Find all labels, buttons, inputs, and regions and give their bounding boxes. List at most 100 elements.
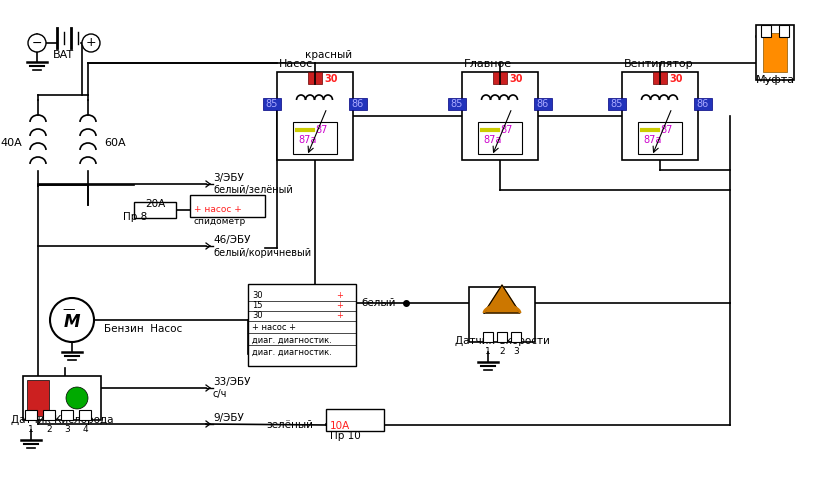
Text: 85: 85 bbox=[611, 99, 623, 109]
Text: Пр 8: Пр 8 bbox=[123, 212, 147, 222]
Text: 3/ЭБУ: 3/ЭБУ bbox=[213, 173, 244, 183]
Bar bbox=[308, 72, 322, 84]
Text: +: + bbox=[336, 301, 343, 311]
Text: 40A: 40A bbox=[0, 138, 22, 148]
Bar bbox=[493, 72, 507, 84]
Text: 2: 2 bbox=[46, 425, 52, 434]
Bar bbox=[27, 380, 49, 416]
Text: BAT: BAT bbox=[53, 50, 73, 60]
Text: 30: 30 bbox=[324, 74, 338, 84]
Text: 30: 30 bbox=[509, 74, 522, 84]
Text: +: + bbox=[336, 312, 343, 320]
Bar bbox=[134, 202, 176, 218]
Bar bbox=[190, 195, 265, 217]
Text: Муфта: Муфта bbox=[756, 75, 794, 85]
Text: Бензин  Насос: Бензин Насос bbox=[104, 324, 182, 334]
Text: 1: 1 bbox=[485, 347, 491, 356]
Text: 46/ЭБУ: 46/ЭБУ bbox=[213, 235, 250, 245]
Text: 4: 4 bbox=[82, 425, 88, 434]
Text: Вентилятор: Вентилятор bbox=[624, 59, 694, 69]
Text: 10А: 10А bbox=[330, 421, 350, 431]
Text: М: М bbox=[63, 313, 80, 331]
Text: спидометр: спидометр bbox=[194, 217, 246, 226]
Text: 1: 1 bbox=[763, 26, 769, 35]
Text: 3: 3 bbox=[64, 425, 70, 434]
Bar bbox=[79, 410, 91, 420]
Text: 3: 3 bbox=[513, 347, 519, 356]
Bar bbox=[622, 72, 698, 160]
Text: 30: 30 bbox=[669, 74, 682, 84]
Polygon shape bbox=[484, 285, 520, 313]
Text: Пр 10: Пр 10 bbox=[330, 431, 361, 441]
Text: 86: 86 bbox=[352, 99, 364, 109]
Text: +: + bbox=[336, 292, 343, 300]
Text: белый/зелёный: белый/зелёный bbox=[213, 185, 293, 195]
Bar bbox=[293, 122, 337, 154]
Text: —: — bbox=[63, 303, 75, 317]
Text: белый: белый bbox=[361, 298, 396, 308]
Text: с/ч: с/ч bbox=[213, 389, 227, 399]
Text: 1: 1 bbox=[28, 425, 34, 434]
Circle shape bbox=[82, 34, 100, 52]
Text: 87: 87 bbox=[500, 125, 513, 135]
Bar bbox=[326, 409, 384, 431]
Bar bbox=[25, 410, 37, 420]
Bar bbox=[277, 72, 353, 160]
Circle shape bbox=[50, 298, 94, 342]
Text: 86: 86 bbox=[537, 99, 549, 109]
Text: −: − bbox=[32, 36, 42, 49]
Text: + насос +: + насос + bbox=[194, 205, 241, 214]
Bar bbox=[248, 284, 356, 366]
Text: Датчик Кислорода: Датчик Кислорода bbox=[11, 415, 113, 425]
Text: 30: 30 bbox=[252, 292, 263, 300]
Text: 2: 2 bbox=[499, 347, 505, 356]
Text: 87a: 87a bbox=[644, 135, 662, 145]
Text: 20А: 20А bbox=[145, 199, 165, 209]
Bar bbox=[483, 332, 493, 342]
Bar bbox=[779, 25, 789, 37]
Bar bbox=[23, 376, 101, 420]
Bar bbox=[478, 122, 522, 154]
Text: + насос +: + насос + bbox=[252, 323, 296, 333]
Text: 85: 85 bbox=[451, 99, 463, 109]
Text: красный: красный bbox=[305, 50, 352, 60]
Text: 2: 2 bbox=[781, 26, 787, 35]
Text: 87: 87 bbox=[660, 125, 672, 135]
Bar bbox=[263, 98, 281, 110]
Bar bbox=[763, 33, 787, 72]
Text: 87a: 87a bbox=[299, 135, 317, 145]
Text: Насос: Насос bbox=[279, 59, 313, 69]
Bar bbox=[469, 287, 535, 342]
Bar bbox=[349, 98, 367, 110]
Bar bbox=[497, 332, 507, 342]
Circle shape bbox=[28, 34, 46, 52]
Bar bbox=[448, 98, 466, 110]
Text: 30: 30 bbox=[252, 312, 263, 320]
Text: Главное: Главное bbox=[464, 59, 513, 69]
Bar bbox=[61, 410, 73, 420]
Bar bbox=[761, 25, 771, 37]
Bar bbox=[653, 72, 667, 84]
Text: 87: 87 bbox=[315, 125, 327, 135]
Text: диаг. диагностик.: диаг. диагностик. bbox=[252, 347, 332, 357]
Bar bbox=[43, 410, 55, 420]
Text: 15: 15 bbox=[252, 301, 263, 311]
Bar bbox=[756, 25, 794, 80]
Text: +: + bbox=[86, 36, 96, 49]
Bar bbox=[694, 98, 712, 110]
Text: 85: 85 bbox=[266, 99, 279, 109]
Circle shape bbox=[66, 387, 88, 409]
Text: зелёный: зелёный bbox=[266, 420, 313, 430]
Text: 86: 86 bbox=[697, 99, 709, 109]
Bar bbox=[462, 72, 538, 160]
Bar bbox=[534, 98, 552, 110]
Text: Датчик Скорости: Датчик Скорости bbox=[455, 336, 550, 346]
Text: 33/ЭБУ: 33/ЭБУ bbox=[213, 377, 250, 387]
Text: белый/коричневый: белый/коричневый bbox=[213, 248, 311, 258]
Bar bbox=[511, 332, 521, 342]
Bar bbox=[638, 122, 682, 154]
Text: диаг. диагностик.: диаг. диагностик. bbox=[252, 336, 332, 344]
Text: 60A: 60A bbox=[104, 138, 125, 148]
Bar bbox=[608, 98, 626, 110]
Text: 87a: 87a bbox=[484, 135, 502, 145]
